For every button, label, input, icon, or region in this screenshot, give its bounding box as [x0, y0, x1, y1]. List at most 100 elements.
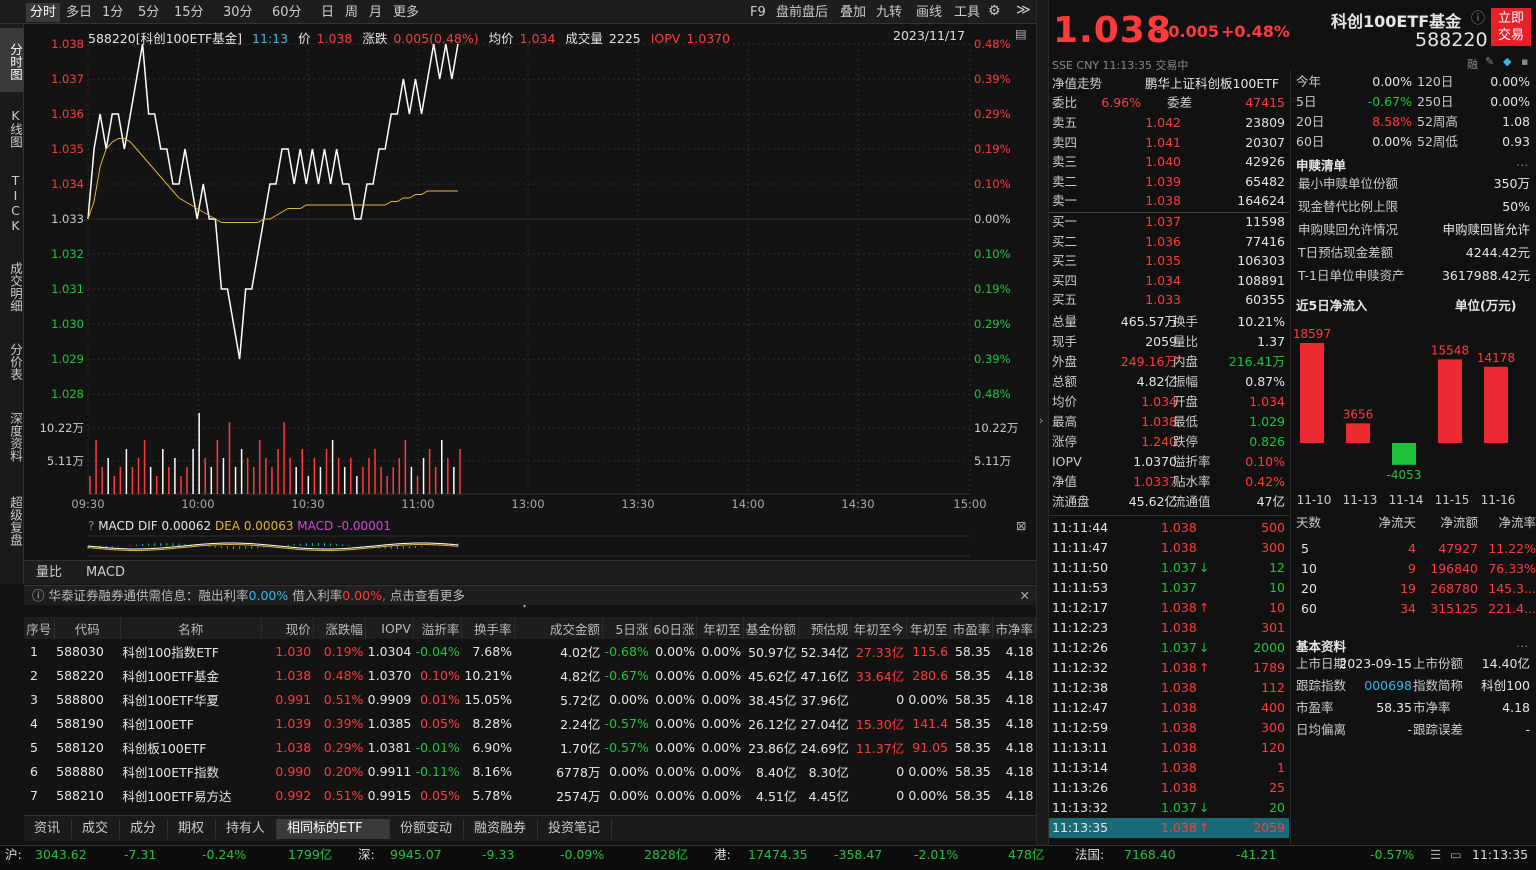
nav-trend-label[interactable]: 净值走势 [1052, 76, 1103, 91]
etf-row[interactable]: 7 588210 科创100ETF易方达 0.992 0.51% 0.9915 0.05% 5… [24, 783, 1036, 807]
perf-row[interactable]: 今年 0.00% 120日 0.00% [1291, 72, 1536, 92]
etf-row[interactable]: 4 588190 科创100ETF 1.039 0.39% 1.0385 0.05% 8.28… [24, 711, 1036, 735]
tool-4[interactable]: 画线 [916, 5, 943, 20]
trade-button[interactable]: 立即交易 [1491, 8, 1531, 46]
perf-row[interactable]: 5日 -0.67% 250日 0.00% [1291, 92, 1536, 112]
period-tab-2[interactable]: 1分 [102, 5, 124, 20]
basic-row[interactable]: 日均偏离 - 跟踪误差 - [1291, 720, 1536, 740]
bottom-tab-2[interactable]: 成分 [120, 819, 168, 839]
etf-col-header[interactable]: 换手率 [461, 617, 515, 639]
view-tab-0[interactable]: 分时图 [0, 28, 24, 92]
tick-row[interactable]: 11:11:47 1.038 300 [1049, 538, 1289, 558]
gear-icon[interactable]: ⚙ [988, 3, 1001, 19]
stat-row[interactable]: 最高 1.038 最低 1.029 [1049, 412, 1289, 432]
bid-row[interactable]: 买五 1.033 60355 [1049, 290, 1289, 310]
sub-row[interactable]: 最小申赎单位份额 350万 [1291, 174, 1536, 194]
etf-col-header[interactable]: 名称 [120, 617, 262, 639]
etf-col-header[interactable]: 年初至今 [850, 617, 907, 639]
collapse-icon[interactable]: ≫ [1016, 2, 1031, 18]
period-tab-0[interactable]: 分时 [26, 3, 61, 22]
view-tab-2[interactable]: TICK [8, 173, 23, 233]
etf-col-header[interactable]: 基金份额 [743, 617, 799, 639]
stat-row[interactable]: 涨停 1.240 跌停 0.826 [1049, 432, 1289, 452]
tick-row[interactable]: 11:11:44 1.038 500 [1049, 518, 1289, 538]
tick-row[interactable]: 11:12:17 1.038 ↑ 10 [1049, 598, 1289, 618]
flow-row[interactable]: 10 9 196840 76.33% [1291, 559, 1536, 579]
bid-row[interactable]: 买一 1.037 11598 [1049, 212, 1289, 232]
sub-row[interactable]: T日预估现金差额 4244.42元 [1291, 243, 1536, 263]
stat-row[interactable]: IOPV 1.0370 溢折率 0.10% [1049, 452, 1289, 472]
stat-row[interactable]: 均价 1.034 开盘 1.034 [1049, 392, 1289, 412]
more-dots-icon-2[interactable]: … [1516, 635, 1529, 650]
chevron-down-icon[interactable]: ▾ [522, 600, 528, 611]
sub-row[interactable]: T-1日单位申赎资产 3617988.42元 [1291, 266, 1536, 286]
bottom-tab-6[interactable]: 份额变动 [390, 819, 464, 839]
period-tab-5[interactable]: 30分 [223, 5, 253, 20]
ask-row[interactable]: 卖二 1.039 65482 [1049, 172, 1289, 192]
tick-row[interactable]: 11:13:35 1.038 ↑ 2059 [1049, 818, 1289, 838]
tick-row[interactable]: 11:11:50 1.037 ↓ 12 [1049, 558, 1289, 578]
tick-row[interactable]: 11:12:23 1.038 301 [1049, 618, 1289, 638]
tick-row[interactable]: 11:13:14 1.038 1 [1049, 758, 1289, 778]
etf-col-header[interactable]: 市净率 [992, 617, 1036, 639]
alert-icon[interactable]: ◆ [1503, 55, 1512, 68]
etf-col-header[interactable]: 现价 [261, 617, 314, 639]
close-icon[interactable]: ✕ [1019, 588, 1030, 603]
bottom-tab-3[interactable]: 期权 [168, 819, 216, 839]
menu-icon[interactable]: ☰ [1430, 847, 1442, 862]
stat-row[interactable]: 总额 4.82亿 振幅 0.87% [1049, 372, 1289, 392]
tick-row[interactable]: 11:13:11 1.038 120 [1049, 738, 1289, 758]
view-tab-5[interactable]: 深度资料 [8, 412, 23, 462]
etf-col-header[interactable]: 涨跌幅 [313, 617, 366, 639]
etf-col-header[interactable]: IOPV [365, 617, 414, 639]
etf-row[interactable]: 3 588800 科创100ETF华夏 0.991 0.51% 0.9909 0.01% 15… [24, 687, 1036, 711]
stat-row[interactable]: 现手 2059 量比 1.37 [1049, 332, 1289, 352]
edit-icon[interactable]: ✎ [1485, 55, 1495, 68]
tick-row[interactable]: 11:12:26 1.037 ↓ 2000 [1049, 638, 1289, 658]
period-tab-3[interactable]: 5分 [138, 5, 160, 20]
view-tab-4[interactable]: 分价表 [8, 343, 23, 381]
more-icon[interactable]: ▪ [1521, 55, 1529, 68]
period-tab-10[interactable]: 更多 [393, 5, 420, 20]
tool-2[interactable]: 叠加 [840, 5, 867, 20]
basic-row[interactable]: 市盈率 58.35 市净率 4.18 [1291, 698, 1536, 718]
tool-1[interactable]: 盘前盘后 [776, 5, 829, 20]
view-tab-6[interactable]: 超级复盘 [8, 496, 23, 546]
etf-col-header[interactable]: 60日涨 [650, 617, 698, 639]
etf-col-header[interactable]: 溢折率 [413, 617, 463, 639]
close-macd-icon[interactable]: ⊠ [1016, 518, 1027, 533]
bottom-tab-5[interactable]: 相同标的ETF [277, 819, 390, 839]
bottom-tab-4[interactable]: 持有人 [216, 819, 277, 839]
fr-index[interactable]: 7168.40 [1124, 847, 1176, 862]
etf-col-header[interactable]: 年初至 [906, 617, 951, 639]
tick-row[interactable]: 11:12:32 1.038 ↑ 1789 [1049, 658, 1289, 678]
flow-row[interactable]: 5 4 47927 11.22% [1291, 539, 1536, 559]
etf-col-header[interactable]: 市盈率 [950, 617, 994, 639]
bid-row[interactable]: 买二 1.036 77416 [1049, 232, 1289, 252]
tool-3[interactable]: 九转 [876, 5, 903, 20]
view-tab-3[interactable]: 成交明细 [8, 262, 23, 312]
basic-row[interactable]: 上市日期 2023-09-15 上市份额 14.40亿 [1291, 654, 1536, 674]
etf-row[interactable]: 2 588220 科创100ETF基金 1.038 0.48% 1.0370 0.10% 10… [24, 663, 1036, 687]
bid-row[interactable]: 买三 1.035 106303 [1049, 251, 1289, 271]
tick-row[interactable]: 11:12:38 1.038 112 [1049, 678, 1289, 698]
sub-row[interactable]: 申购赎回允许情况 申购赎回皆允许 [1291, 220, 1536, 240]
tick-row[interactable]: 11:12:59 1.038 300 [1049, 718, 1289, 738]
tool-0[interactable]: F9 [750, 5, 766, 20]
tick-row[interactable]: 11:11:53 1.037 10 [1049, 578, 1289, 598]
etf-col-header[interactable]: 序号 [24, 617, 55, 639]
period-tab-4[interactable]: 15分 [174, 5, 204, 20]
panel-toggle[interactable]: › [1036, 0, 1048, 845]
margin-notice[interactable]: ⓘ 华泰证券融券通供需信息：融出利率0.00% 借入利率0.00%, 点击查看更… [24, 585, 1036, 605]
perf-row[interactable]: 20日 8.58% 52周高 1.08 [1291, 112, 1536, 132]
tick-row[interactable]: 11:13:32 1.037 ↓ 20 [1049, 798, 1289, 818]
period-tab-1[interactable]: 多日 [66, 5, 93, 20]
sz-index[interactable]: 9945.07 [390, 847, 442, 862]
bottom-tab-7[interactable]: 融资融券 [464, 819, 538, 839]
stat-row[interactable]: 外盘 249.16万 内盘 216.41万 [1049, 352, 1289, 372]
period-tab-9[interactable]: 月 [369, 5, 383, 20]
more-dots-icon[interactable]: … [1516, 154, 1529, 169]
tick-list[interactable]: 11:11:44 1.038 500 11:11:47 1.038 300 11:11:50… [1049, 515, 1289, 838]
perf-row[interactable]: 60日 0.00% 52周低 0.93 [1291, 132, 1536, 152]
flow-row[interactable]: 20 19 268780 145.3... [1291, 579, 1536, 599]
